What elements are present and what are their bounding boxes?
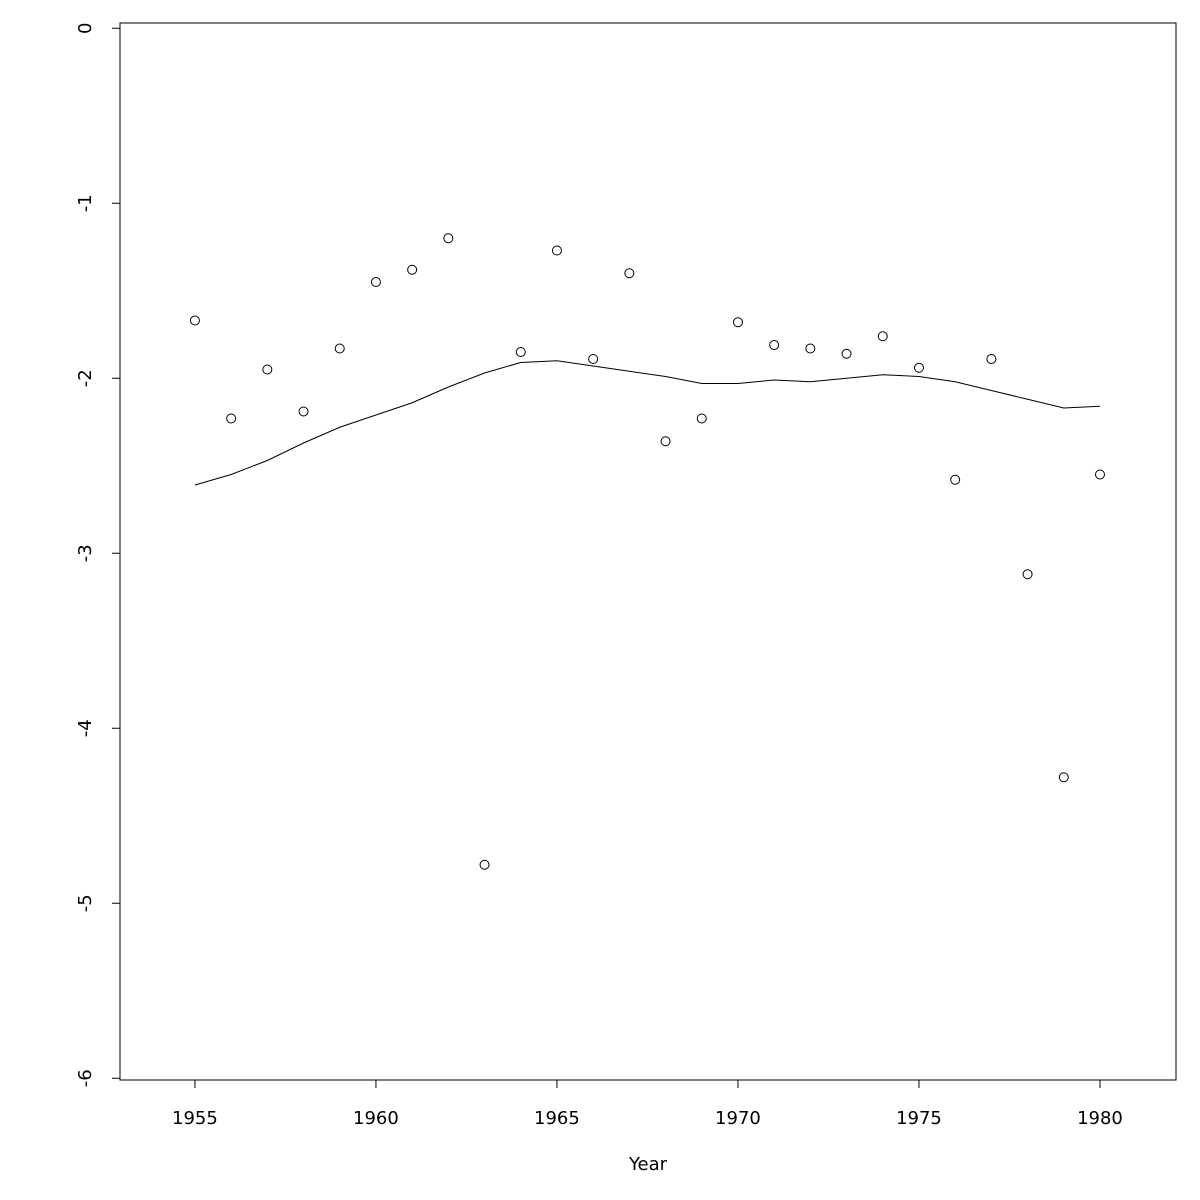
- point: [805, 343, 816, 354]
- point: [1022, 569, 1033, 580]
- point: [913, 362, 924, 373]
- x-axis-label: Year: [628, 1154, 668, 1175]
- point: [262, 364, 273, 375]
- point: [551, 245, 562, 256]
- point: [1094, 469, 1105, 480]
- point: [624, 268, 635, 279]
- y-tick-label: -1: [75, 194, 96, 212]
- point: [479, 859, 490, 870]
- x-tick-label: 1980: [1077, 1108, 1123, 1129]
- y-tick-label: -6: [75, 1069, 96, 1087]
- x-tick-label: 1965: [534, 1108, 580, 1129]
- x-tick-label: 1970: [715, 1108, 761, 1129]
- point: [660, 436, 671, 447]
- x-tick-label: 1955: [172, 1108, 218, 1129]
- y-tick-label: -2: [75, 369, 96, 387]
- point: [696, 413, 707, 424]
- y-tick-label: -5: [75, 894, 96, 912]
- point: [407, 264, 418, 275]
- x-tick-label: 1975: [896, 1108, 942, 1129]
- plot-box: [119, 22, 1177, 1081]
- point: [769, 340, 780, 350]
- smooth-line: [194, 360, 1101, 486]
- point: [515, 347, 526, 357]
- point: [1058, 772, 1069, 783]
- point: [732, 317, 743, 328]
- point: [334, 343, 345, 354]
- point: [986, 354, 997, 364]
- point: [189, 315, 200, 326]
- point: [841, 348, 852, 359]
- point: [370, 277, 381, 287]
- y-tick-label: -3: [75, 544, 96, 562]
- x-tick-label: 1960: [353, 1108, 399, 1129]
- point: [588, 354, 599, 364]
- point: [443, 233, 454, 244]
- point: [877, 331, 888, 342]
- point: [298, 406, 309, 417]
- y-tick-label: -4: [75, 719, 96, 737]
- point: [226, 413, 237, 424]
- point: [950, 474, 961, 485]
- y-tick-label: 0: [75, 23, 96, 34]
